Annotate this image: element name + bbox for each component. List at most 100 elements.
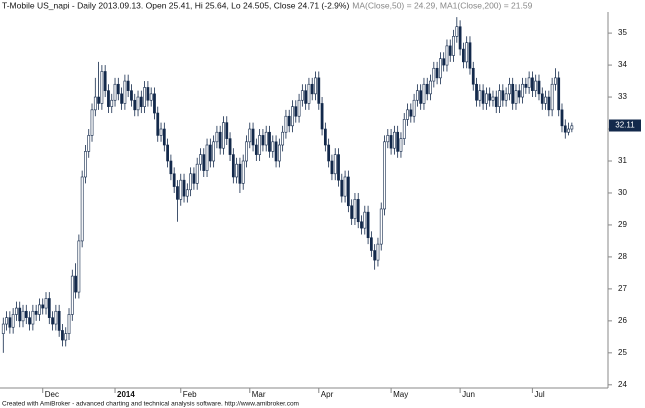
candle-body [353,199,357,219]
y-tick-label: 26 [618,316,627,325]
candle-body [281,131,285,146]
candle-body [77,240,81,293]
candle-body [103,71,107,91]
candle-body [442,58,446,66]
candle-body [264,131,268,146]
candle-body [126,80,130,91]
candle-body [113,83,117,101]
candle-body [277,144,281,162]
candle-body [452,35,455,56]
candle-body [570,125,574,130]
candle-body [343,176,347,197]
y-tick-label: 25 [618,348,627,357]
candle-body [136,96,140,111]
candle-body [320,103,324,130]
candle-body [156,112,160,136]
candle-body [373,250,377,261]
y-tick-label: 30 [618,188,627,197]
candle-body [34,310,38,315]
candle-body [340,179,344,197]
candle-body [488,93,492,101]
candle-body [540,93,544,104]
candle-body [185,189,189,197]
candle-body [123,80,127,104]
candle-body [274,141,278,162]
candle-body [8,317,12,328]
candle-body [54,310,58,325]
candle-body [107,90,110,107]
y-tick-label: 35 [618,28,627,37]
candle-body [379,208,383,245]
chart-subtitle: MA(Close,50) = 24.29, MA1(Close,200) = 2… [352,0,532,10]
x-tick-label: Jul [534,390,544,399]
candle-body [294,106,298,117]
candle-body [28,317,31,325]
candle-body [139,96,143,107]
candle-body [439,58,442,79]
candle-body [386,135,390,143]
candle-body [475,83,478,101]
candle-body [425,83,429,95]
candle-body [215,131,219,143]
y-tick-label: 31 [618,156,627,165]
candle-body [399,138,403,152]
candle-body [38,304,41,315]
candle-body [251,128,255,146]
candle-body [284,115,288,133]
candle-body [419,90,423,104]
candle-body [44,298,48,309]
candle-body [130,90,133,101]
candle-body [471,67,475,85]
candle-body [346,176,350,207]
candle-body [97,96,100,104]
candle-body [468,42,472,69]
candle-body [511,83,515,104]
candle-body [412,99,416,117]
candle-body [478,90,482,101]
candle-body [172,173,176,187]
candle-body [389,135,393,149]
candle-body [182,179,186,197]
candle-body [153,93,156,114]
candle-body [310,83,314,95]
candle-body [231,154,235,178]
footer: Created with AmiBroker - advanced charti… [2,401,299,408]
candle-body [15,307,18,315]
candle-body [369,237,373,251]
candle-body [422,83,426,104]
candle-body [547,96,551,111]
candle-body [31,310,35,325]
candle-body [258,135,262,155]
candle-body [212,141,216,162]
candle-body [465,42,469,63]
candle-body [455,26,459,37]
candle-body [350,205,354,219]
y-tick-label: 24 [618,380,627,389]
candle-body [415,90,419,101]
candle-body [67,314,71,334]
candle-body [327,144,331,162]
last-value-label: 32.11 [615,121,635,130]
y-tick-label: 27 [618,284,627,293]
candle-body [563,125,567,133]
candle-body [47,298,51,318]
chart-title: T-Mobile US_napi - Daily 2013.09.13. Ope… [2,0,349,10]
candle-body [254,144,258,155]
candle-body [304,90,308,104]
candle-body [169,160,173,175]
candle-body [356,199,360,223]
candle-body [179,179,183,200]
candle-body [228,138,232,155]
candle-body [70,275,74,315]
candle-body [524,83,528,88]
candle-body [527,77,531,88]
candle-body [544,96,547,104]
candle-body [189,173,193,191]
candle-body [554,77,557,85]
candle-body [61,330,64,341]
candle-body [208,144,212,162]
candle-body [550,83,554,111]
candle-body [557,77,561,111]
